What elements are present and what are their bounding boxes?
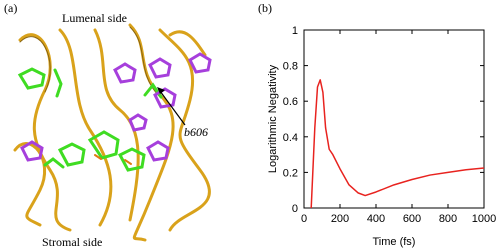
x-axis-label: Time (fs)	[373, 236, 416, 248]
y-tick-label: 1	[292, 25, 298, 37]
panel-label: (a)	[4, 1, 17, 15]
y-tick-label: 0	[292, 203, 298, 215]
arrow-head	[157, 87, 165, 94]
x-tick-label: 1000	[472, 213, 496, 225]
x-tick-label: 0	[301, 213, 307, 225]
y-tick-label: 0.8	[283, 61, 298, 73]
x-tick-label: 400	[367, 213, 385, 225]
x-tick-label: 200	[331, 213, 349, 225]
x-tick-label: 600	[403, 213, 421, 225]
y-tick-label: 0.2	[283, 167, 298, 179]
bottom-label: Stromal side	[42, 235, 102, 249]
data-line	[310, 79, 485, 209]
protein-illustration	[13, 23, 212, 242]
x-tick-label: 800	[439, 213, 457, 225]
panel-label: (b)	[258, 1, 272, 15]
y-tick-label: 0.6	[283, 96, 298, 108]
y-axis-label: Logarithmic Negativity	[267, 64, 279, 173]
pointer-arrow	[159, 90, 186, 126]
top-label: Lumenal side	[62, 11, 127, 25]
pointer-label: b606	[184, 125, 208, 139]
plot-frame	[303, 29, 485, 209]
y-tick-label: 0.4	[283, 132, 298, 144]
